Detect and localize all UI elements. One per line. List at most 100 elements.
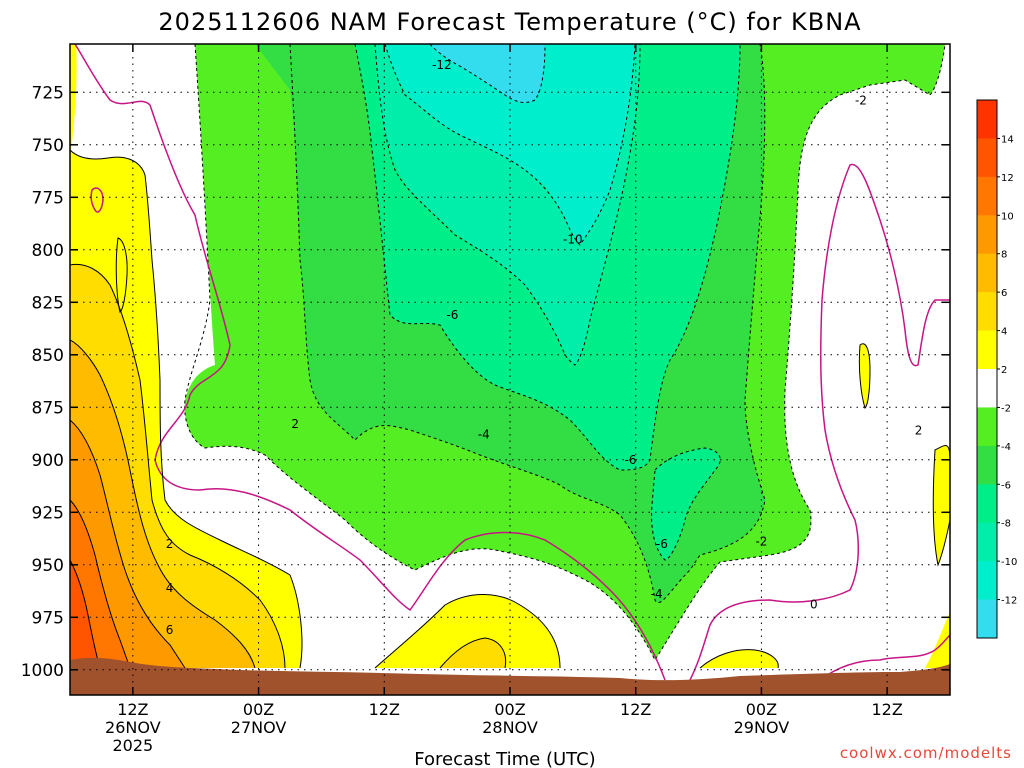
colorbar-segment	[977, 484, 997, 524]
x-tick-label: 00Z	[243, 700, 274, 719]
contour-label: 2	[915, 423, 923, 437]
contour-line-10-left	[70, 499, 131, 669]
y-tick-label: 925	[32, 503, 64, 523]
region-2-to-4-blob-edge	[70, 44, 77, 160]
contour-line-zero-left	[74, 44, 666, 681]
x-tick-label: 00Z	[494, 700, 525, 719]
contour-line-minus8	[374, 44, 641, 366]
region-minus10-to-minus12	[385, 44, 635, 245]
colorbar-segment	[977, 407, 997, 447]
contour-labels: -12 -10 -6 -4 -6 -6 -4 -2 0 -2 2 2 2 4 6	[166, 58, 923, 637]
colorbar-tick-label: 12	[1001, 173, 1014, 184]
contour-line-6-left	[70, 339, 256, 669]
contour-line-minus10	[384, 44, 636, 246]
x-tick-label: 27NOV	[231, 718, 287, 737]
ground-surface	[70, 657, 950, 695]
colorbar-tick-label: 6	[1001, 288, 1007, 299]
contour-label: -6	[446, 308, 458, 322]
contour-label: -6	[624, 453, 636, 467]
colorbar-tick-label: 2	[1001, 365, 1007, 376]
colorbar-tick-label: -4	[1001, 442, 1011, 453]
region-2-to-4-right-bottom	[700, 649, 779, 668]
contour-line-12-left	[70, 559, 101, 669]
colorbar: -12 -10 -8 -6 -4 -2 2 4 6 8 10 12 14	[976, 99, 1017, 639]
x-tick-label: 2025	[112, 736, 153, 755]
y-tick-label: 775	[32, 188, 64, 208]
y-tick-label: 725	[32, 83, 64, 103]
region-2-to-4-mid-bottom	[375, 594, 560, 668]
contour-line-minus12	[429, 44, 546, 103]
contour-label: 2	[166, 537, 174, 551]
contour-line-2-blob-right	[932, 445, 950, 567]
contour-label: -4	[478, 428, 490, 442]
region-4-to-6-mid-bottom	[440, 638, 506, 668]
contour-label: -2	[755, 535, 767, 549]
region-2-to-4-right-edge	[925, 612, 950, 668]
contour-line-minus6-tongue	[651, 447, 721, 561]
colorbar-segment	[977, 445, 997, 485]
contour-line-zero-right	[689, 163, 950, 681]
y-tick-label: 750	[32, 136, 64, 156]
region-2-to-4-blob-right	[933, 445, 950, 565]
temperature-contour-lines	[70, 44, 950, 681]
contour-line-8-left	[70, 419, 186, 669]
colorbar-segment	[977, 253, 997, 293]
credit-link[interactable]: coolwx.com/modelts	[840, 744, 1012, 762]
colorbar-segment	[977, 292, 997, 332]
colorbar-tick-label: 8	[1001, 250, 1007, 261]
x-tick-label: 12Z	[369, 700, 400, 719]
colorbar-segment	[977, 561, 997, 601]
chart-title: 2025112606 NAM Forecast Temperature (°C)…	[158, 8, 861, 36]
colorbar-tick-label: -2	[1001, 403, 1011, 414]
contour-line-zero-bottom-right	[819, 634, 950, 681]
x-tick-label: 12Z	[620, 700, 651, 719]
x-axis-label: Forecast Time (UTC)	[414, 749, 595, 768]
contour-label: 6	[166, 623, 174, 637]
colorbar-tick-label: 14	[1001, 134, 1014, 145]
contour-line-2-left	[70, 149, 303, 669]
contour-label: 0	[810, 598, 818, 612]
colorbar-segment	[977, 330, 997, 370]
contour-line-4-left	[70, 263, 286, 669]
region-12-to-14-left	[70, 560, 100, 668]
colorbar-segment	[977, 100, 997, 139]
y-tick-label: 975	[32, 608, 64, 628]
grid-lines	[70, 44, 950, 695]
colorbar-tick-label: -10	[1001, 557, 1017, 568]
colorbar-tick-label: -8	[1001, 519, 1011, 530]
x-tick-label: 00Z	[746, 700, 777, 719]
x-tick-label: 12Z	[117, 700, 148, 719]
contour-label: -4	[651, 587, 663, 601]
colorbar-segment	[977, 369, 997, 408]
contour-line-minus2	[184, 44, 946, 662]
contour-label: -12	[432, 58, 452, 72]
colorbar-segment	[977, 599, 997, 639]
contour-line-2-blob-850	[858, 343, 871, 409]
x-tick-label: 12Z	[871, 700, 902, 719]
y-tick-label: 875	[32, 398, 64, 418]
colorbar-segment	[977, 138, 997, 178]
contour-line-2-right-bottom	[699, 649, 779, 669]
contour-label: 2	[291, 417, 299, 431]
x-tick-label: 29NOV	[734, 718, 790, 737]
region-2-to-4-blob-left-top	[116, 238, 128, 312]
x-tick-label: 28NOV	[482, 718, 538, 737]
contour-line-2-blob-left-top	[115, 237, 128, 313]
y-tick-label: 800	[32, 241, 64, 261]
colorbar-segment	[977, 522, 997, 562]
y-axis: 725 750 775 800 825 850 875 900 925 950 975 1000	[21, 83, 950, 681]
contour-line-minus4	[289, 44, 766, 603]
colorbar-tick-label: -6	[1001, 480, 1011, 491]
contour-line-zero-loop-top	[90, 187, 104, 213]
colorbar-segment	[977, 215, 997, 255]
y-tick-label: 1000	[21, 661, 64, 681]
y-tick-label: 825	[32, 293, 64, 313]
y-tick-label: 850	[32, 346, 64, 366]
colorbar-tick-label: 10	[1001, 211, 1014, 222]
y-tick-label: 900	[32, 451, 64, 471]
contour-line-2-mid-bottom	[374, 594, 561, 669]
x-tick-label: 26NOV	[105, 718, 161, 737]
colorbar-tick-label: 4	[1001, 327, 1007, 338]
